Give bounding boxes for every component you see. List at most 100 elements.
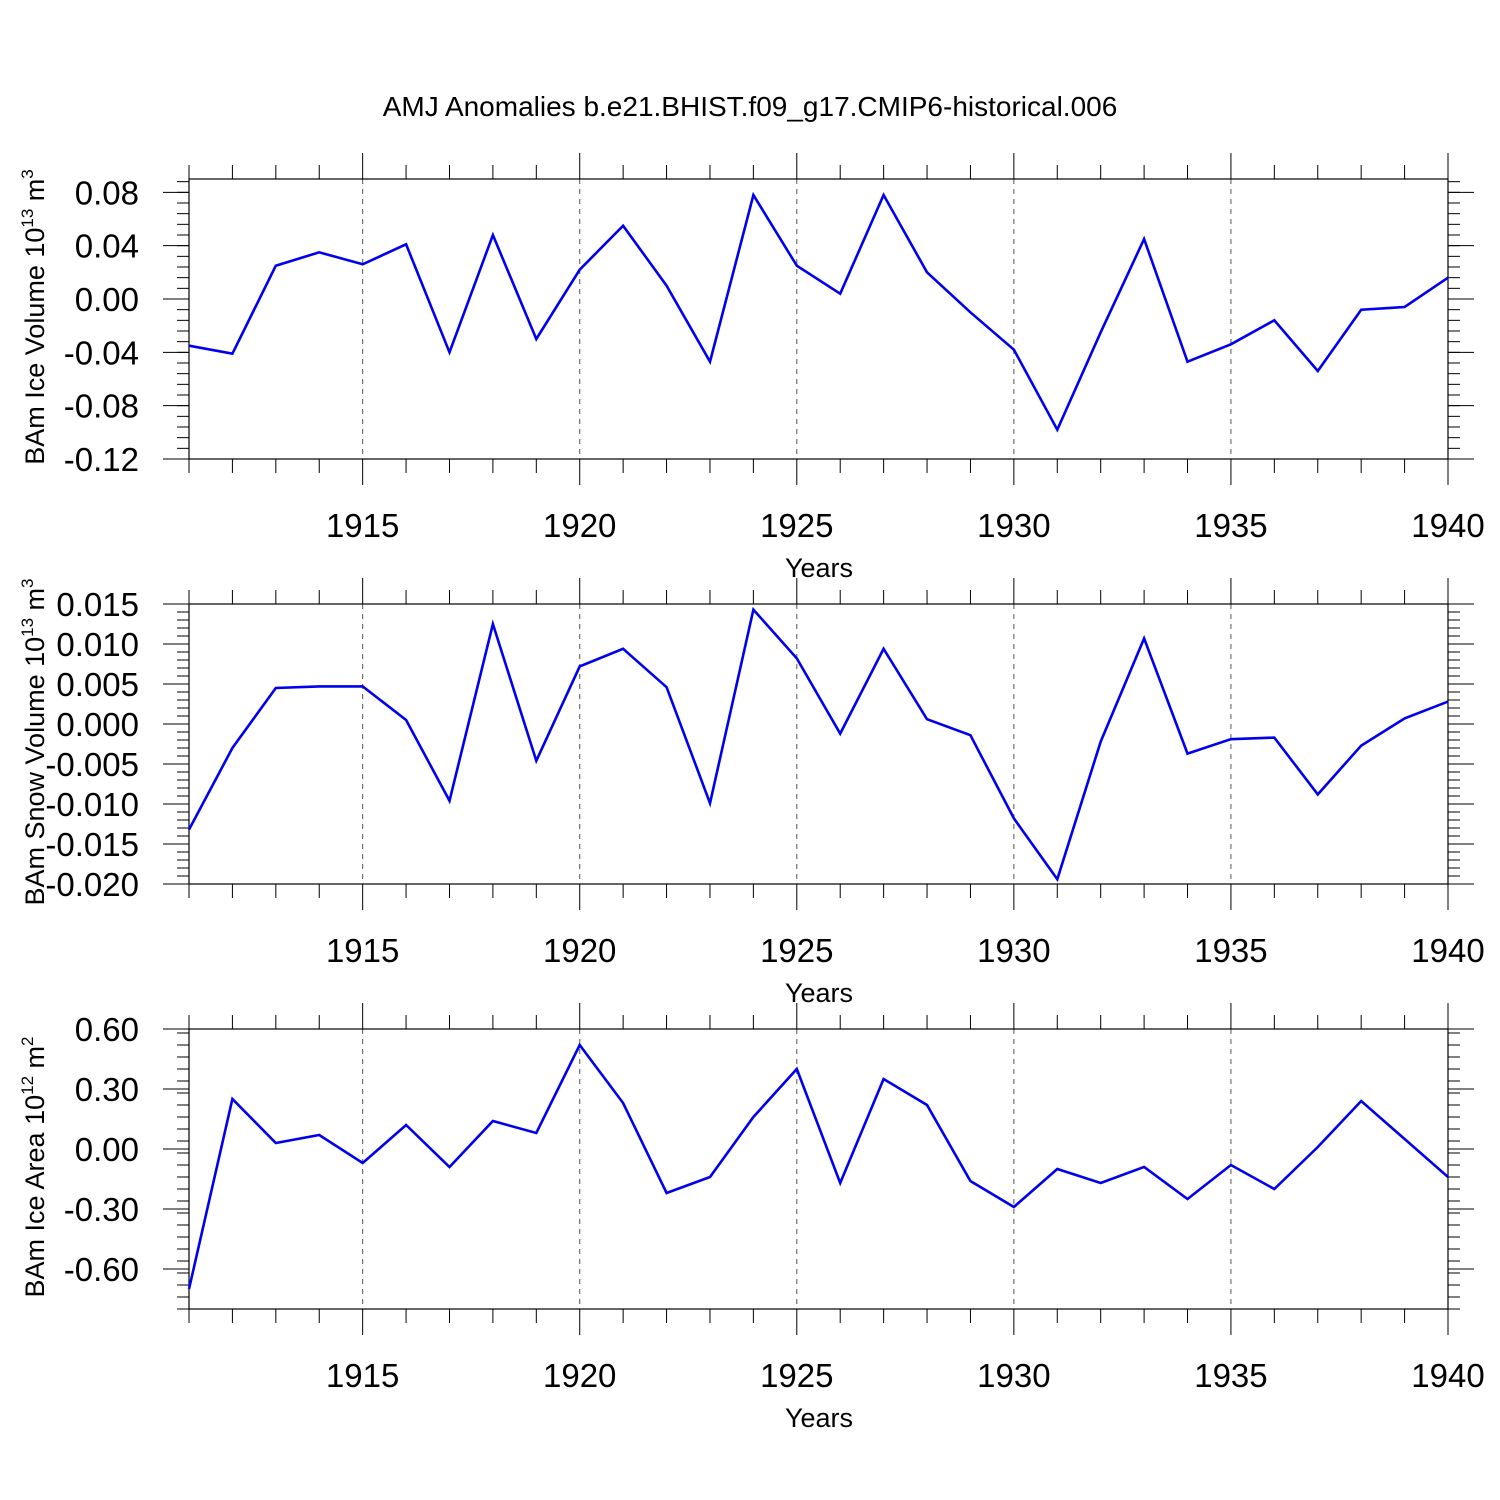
- panel-1-plot-frame: [188, 178, 1449, 460]
- panel-2-data-point: [1142, 636, 1146, 640]
- panel-1-data-point: [925, 270, 929, 274]
- panel-3-data-point: [751, 1115, 755, 1119]
- panel-2-data-point: [1316, 792, 1320, 796]
- panel-2: 0.0150.0100.0050.000-0.005-0.010-0.015-0…: [18, 578, 1485, 1008]
- panel-3-series-line: [187, 1042, 1449, 1290]
- panel-1-y-axis-title: BAm Ice Volume 1013 m3: [18, 169, 50, 465]
- panel-1-data-point: [968, 310, 972, 314]
- panel-1-data-point: [708, 360, 712, 364]
- panel-3-plot-frame: [188, 1028, 1449, 1310]
- panel-2-data-point: [534, 759, 538, 763]
- panel-1-data-point: [187, 344, 191, 348]
- panel-2-data-point: [447, 799, 451, 803]
- panel-3-data-point: [447, 1165, 451, 1169]
- panel-2-data-point: [1272, 736, 1276, 740]
- panel-2-data-point: [1012, 816, 1016, 820]
- panel-2-y-tick-label: 0.000: [56, 706, 139, 743]
- panel-1-data-point: [230, 352, 234, 356]
- panel-3-data-point: [1446, 1175, 1450, 1179]
- panel-1-data-point: [578, 268, 582, 272]
- panel-2-data-point: [230, 746, 234, 750]
- panel-1-x-axis-title: Years: [785, 553, 853, 583]
- panel-2-data-point: [925, 717, 929, 721]
- panel-3-data-point: [1316, 1145, 1320, 1149]
- panel-2-y-tick-label: 0.010: [56, 626, 139, 663]
- panel-2-data-point: [795, 656, 799, 660]
- panel-3-x-tick-label: 1935: [1194, 1357, 1267, 1394]
- panel-2-y-tick-label: -0.005: [45, 746, 139, 783]
- panel-2-x-tick-label: 1940: [1411, 932, 1484, 969]
- panel-3-data-point: [838, 1181, 842, 1185]
- panel-3-x-tick-label: 1925: [760, 1357, 833, 1394]
- panel-3-data-point: [491, 1119, 495, 1123]
- panel-1-data-point: [665, 284, 669, 288]
- chart-title: AMJ Anomalies b.e21.BHIST.f09_g17.CMIP6-…: [383, 91, 1118, 122]
- panel-3-y-tick-label: 0.00: [75, 1131, 139, 1168]
- panel-3-data-point: [795, 1067, 799, 1071]
- panel-2-x-axis-title: Years: [785, 978, 853, 1008]
- panel-1-y-tick-label: 0.04: [75, 228, 139, 265]
- panel-2-data-point: [274, 686, 278, 690]
- panel-1-data-point: [1099, 330, 1103, 334]
- panel-2-plot-frame: [188, 603, 1449, 885]
- panel-1-x-tick-label: 1940: [1411, 507, 1484, 544]
- panel-1-data-point: [1272, 318, 1276, 322]
- panel-3-data-point: [187, 1287, 191, 1291]
- panel-2-y-tick-label: -0.015: [45, 826, 139, 863]
- panel-3-x-tick-label: 1920: [543, 1357, 616, 1394]
- panel-1-data-point: [534, 337, 538, 341]
- panel-1-data-point: [795, 264, 799, 268]
- panel-3-data-point: [1099, 1181, 1103, 1185]
- panel-3-data-point: [1272, 1187, 1276, 1191]
- panel-2-data-point: [968, 733, 972, 737]
- panel-3-x-tick-label: 1930: [977, 1357, 1050, 1394]
- panel-3-data-point: [534, 1131, 538, 1135]
- panel-1-data-point: [621, 224, 625, 228]
- panel-2-data-point: [708, 801, 712, 805]
- panel-2-data-point: [838, 732, 842, 736]
- panel-1-data-point: [404, 242, 408, 246]
- panel-3-data-point: [404, 1123, 408, 1127]
- panel-1-data-point: [1446, 276, 1450, 280]
- panel-1-series-line: [188, 191, 1449, 433]
- panel-1-data-point: [1229, 342, 1233, 346]
- panel-2-data-point: [1359, 744, 1363, 748]
- panel-3: 0.60 0.30 0.00 -0.30 -0.60 1915 1920 1925 1930 19…: [18, 1003, 1485, 1433]
- panel-1-data-point: [317, 250, 321, 254]
- panel-1-data-point: [1142, 237, 1146, 241]
- panels: 0.08 0.04 0.00 -0.04 -0.08 -0.12 1915 1920 1925 1…: [18, 153, 1485, 1433]
- panel-1-data-point: [1316, 369, 1320, 373]
- panel-3-data-point: [230, 1097, 234, 1101]
- panel-1-x-tick-label: 1925: [760, 507, 833, 544]
- panel-2-data-point: [361, 684, 365, 688]
- panel-3-y-axis-title: BAm Ice Area 1012 m2: [18, 1037, 50, 1298]
- panel-3-y-tick-label: -0.60: [64, 1251, 139, 1288]
- panel-2-y-tick-label: 0.005: [56, 666, 139, 703]
- panel-1-x-tick-label: 1915: [326, 507, 399, 544]
- panel-3-data-point: [925, 1103, 929, 1107]
- panel-3-data-point: [1186, 1197, 1190, 1201]
- panel-1-y-tick-label: 0.08: [75, 174, 139, 211]
- panel-1-data-point: [838, 292, 842, 296]
- panel-1-data-point: [1012, 348, 1016, 352]
- panel-2-data-point: [1403, 716, 1407, 720]
- panel-1-x-tick-label: 1935: [1194, 507, 1267, 544]
- panel-3-data-point: [274, 1141, 278, 1145]
- panel-3-y-tick-label: -0.30: [64, 1191, 139, 1228]
- panel-1-data-point: [1055, 428, 1059, 432]
- panel-2-data-point: [665, 685, 669, 689]
- panel-3-y-tick-label: 0.60: [75, 1011, 139, 1048]
- panel-2-data-point: [751, 608, 755, 612]
- panel-2-data-point: [578, 664, 582, 668]
- panel-2-series-line: [187, 606, 1449, 883]
- panel-2-data-point: [621, 647, 625, 651]
- panel-3-data-point: [882, 1077, 886, 1081]
- panel-3-data-point: [708, 1175, 712, 1179]
- panel-2-data-point: [1055, 877, 1059, 881]
- panel-3-data-point: [1359, 1099, 1363, 1103]
- panel-2-data-point: [1229, 737, 1233, 741]
- panel-1-data-point: [1186, 360, 1190, 364]
- panel-2-data-point: [404, 718, 408, 722]
